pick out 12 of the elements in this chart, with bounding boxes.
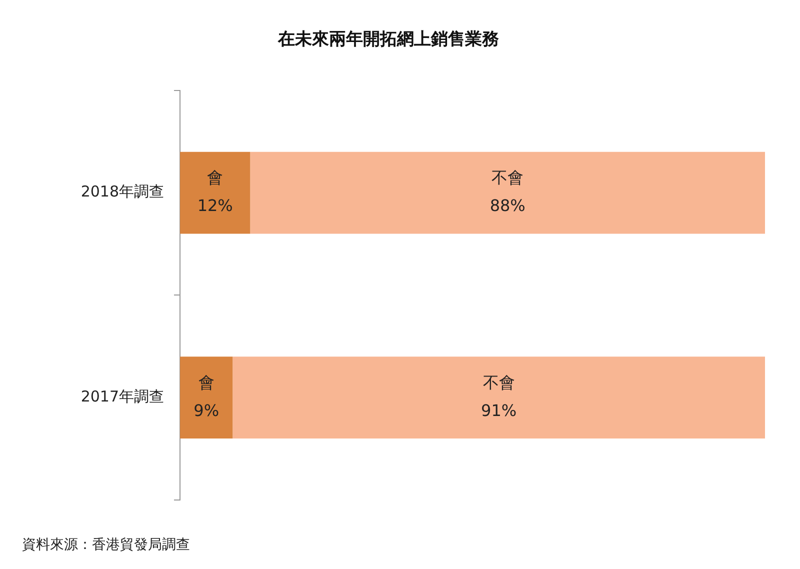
- source-note: 資料來源：香港貿發局調查: [22, 536, 190, 554]
- text: 不會: [482, 372, 515, 392]
- y-tick-label: 2018年調查: [80, 182, 164, 201]
- data-label: 12%: [197, 196, 233, 215]
- series-label: 會: [207, 168, 224, 187]
- data-label: 9%: [194, 400, 220, 420]
- series-label: 不會: [492, 168, 524, 187]
- chart-title: 在未來兩年開拓網上銷售業務: [277, 30, 499, 50]
- data-label: 91%: [481, 400, 517, 420]
- y-tick-label: 2017年調查: [80, 387, 164, 406]
- text: 會: [198, 372, 214, 392]
- data-label: 88%: [490, 196, 526, 215]
